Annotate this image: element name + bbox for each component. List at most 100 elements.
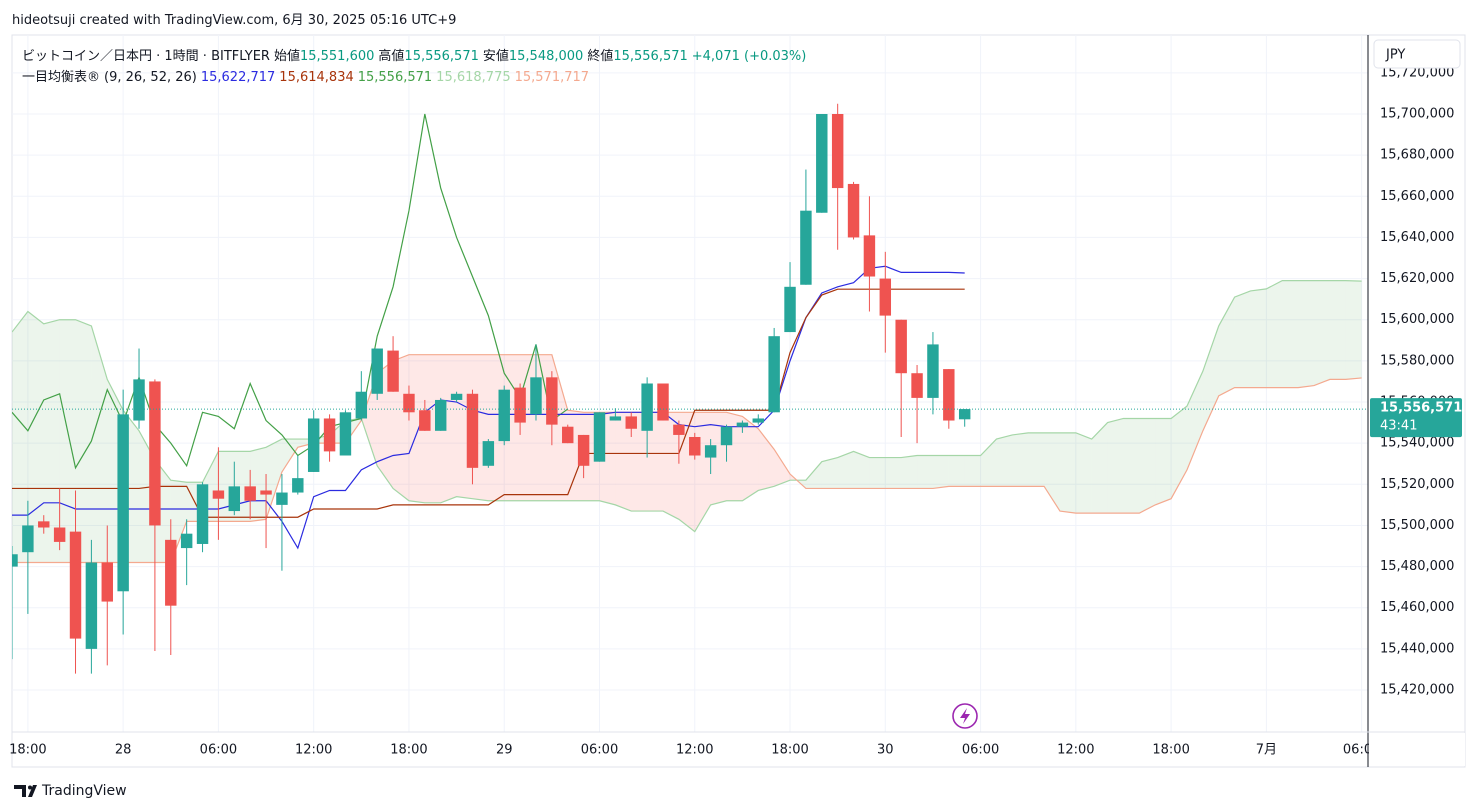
y-tick-label: 15,600,000 [1380,312,1454,327]
cloud-fill [43,319,60,563]
cloud-fill [1075,432,1092,514]
candle-body [307,418,320,472]
cloud-fill [980,439,997,487]
cloud-fill [1266,280,1283,388]
y-tick-label: 15,680,000 [1380,148,1454,163]
cloud-fill [1091,422,1108,514]
candle-body [927,344,939,398]
candle-body [800,210,812,285]
x-tick-label: 28 [115,743,132,758]
candle-body [895,319,907,374]
candle-body [133,379,145,421]
cloud-fill [1282,280,1299,388]
cloud-fill [837,451,854,489]
y-tick-label: 15,460,000 [1380,600,1454,615]
candle-body [260,490,272,495]
candle-body [593,412,606,462]
cloud-fill [1186,371,1203,470]
candle-body [562,426,574,444]
x-tick-label: 18:00 [1152,743,1189,758]
ohlc-value: 15,551,600 [299,49,375,64]
cloud-fill [250,447,267,522]
x-tick-label: 7月 [1256,743,1277,758]
candle-body [403,393,415,413]
candle-body [22,525,34,553]
candle-body [101,562,113,602]
cloud-fill [12,311,28,563]
y-tick-label: 15,420,000 [1380,683,1454,698]
candle-body [514,387,526,423]
cloud-fill [869,457,886,489]
countdown: 43:41 [1380,419,1417,434]
cloud-fill [520,354,536,501]
candle-body [339,412,352,456]
candle-body [911,373,923,398]
candle-body [673,424,685,435]
cloud-fill [1202,325,1219,431]
cloud-fill [885,457,902,489]
cloud-fill [917,455,933,489]
candle-body [720,426,733,446]
indicator-line [12,288,965,518]
candle-body [53,527,66,542]
cloud-fill [948,455,965,487]
cloud-fill [1107,418,1124,514]
y-tick-label: 15,640,000 [1380,230,1454,245]
candle-body [85,562,98,649]
candle-body [371,348,383,394]
candle-body [847,183,860,238]
x-tick-label: 18:00 [771,743,808,758]
change: +4,071 (+0.03%) [691,49,807,64]
indicator-line [12,113,569,470]
y-tick-label: 15,440,000 [1380,641,1454,656]
cloud-fill [742,416,759,501]
candle-body [879,278,892,316]
brand: TradingView [41,783,127,799]
candle-body [419,410,431,431]
x-tick-label: 29 [496,743,513,758]
candle-body [816,113,828,213]
ohlc-label: 始値 [273,49,300,64]
candle-body [863,235,876,277]
candle-body [466,393,479,468]
cloud-fill [266,439,282,520]
x-tick-label: 06:00 [581,743,618,758]
cloud-fill [535,354,552,501]
cloud-fill [615,412,632,512]
cloud-fill [75,319,92,563]
candle-body [657,383,669,421]
candle-body [530,377,542,415]
cloud-fill [631,412,648,512]
indicator-value: 15,614,834 [279,70,354,85]
ohlc-label: 安値 [482,49,509,64]
y-tick-label: 15,720,000 [1380,65,1454,80]
candle-body [165,539,177,606]
indicator-value: 15,556,571 [357,70,433,85]
cloud-fill [805,461,822,489]
candle-body [180,533,193,549]
cloud-fill [1314,280,1330,386]
cloud-fill [440,354,457,503]
cloud-fill [694,412,711,532]
cloud-fill [1234,290,1251,388]
cloud-fill [758,428,775,491]
candle-body [117,414,129,592]
cloud-fill [932,455,949,489]
candle-body [212,490,225,499]
cloud-fill [59,319,76,563]
indicator-params: (9, 26, 52, 26) [104,70,197,85]
y-tick-label: 15,540,000 [1380,436,1454,451]
brand-logo-dot [28,785,32,790]
event-icon-bolt [960,708,970,724]
candle-body [609,416,622,421]
price-label: 15,556,571 [1380,401,1462,416]
cloud-fill [996,434,1013,487]
candle-body [482,441,495,466]
candle-body [355,391,368,419]
x-tick-label: 12:00 [1057,743,1094,758]
candle-body [704,445,717,458]
currency-box [1373,39,1461,69]
x-axis-cover [1369,733,1465,766]
